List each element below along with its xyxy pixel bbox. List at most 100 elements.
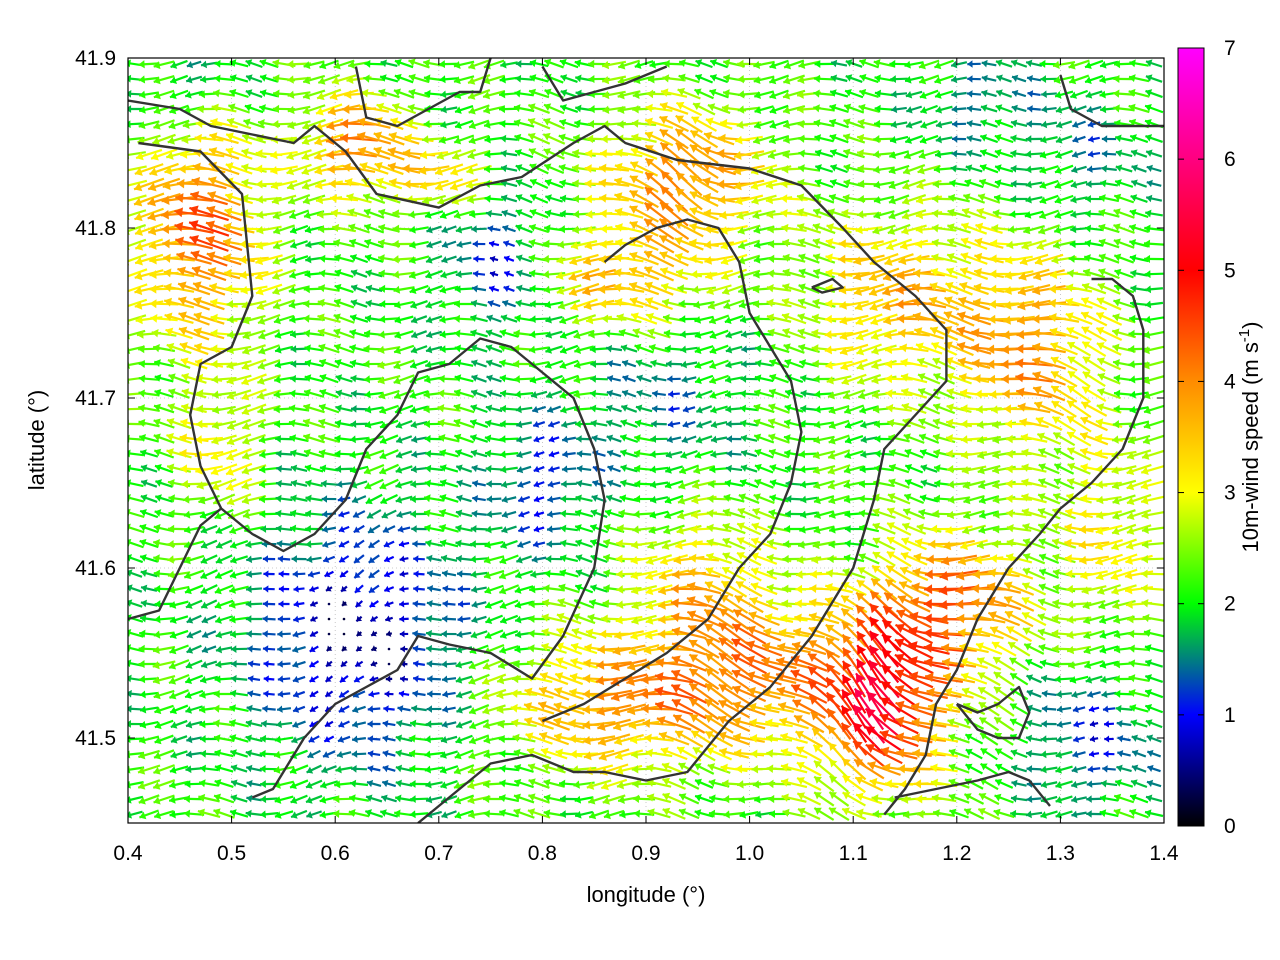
wind-vector bbox=[544, 178, 564, 189]
wind-vector bbox=[485, 209, 503, 218]
wind-vector bbox=[1085, 195, 1103, 203]
wind-vector bbox=[614, 162, 644, 174]
wind-vector bbox=[242, 314, 266, 325]
wind-vector bbox=[975, 222, 1003, 235]
wind-vector bbox=[515, 209, 533, 219]
wind-vector bbox=[134, 269, 164, 281]
wind-vector bbox=[350, 269, 368, 278]
wind-vector bbox=[1145, 149, 1163, 158]
wind-vector bbox=[214, 59, 234, 68]
wind-vector bbox=[454, 105, 474, 114]
wind-vector bbox=[152, 133, 176, 146]
wind-vector bbox=[857, 118, 881, 128]
wind-vector bbox=[709, 74, 729, 84]
wind-vector bbox=[797, 313, 821, 324]
wind-vector bbox=[503, 240, 515, 248]
wind-vector bbox=[394, 73, 414, 84]
wind-vector bbox=[419, 179, 449, 191]
wind-vector bbox=[271, 194, 297, 205]
wind-vector bbox=[947, 223, 971, 234]
colorbar-tick-label: 6 bbox=[1224, 148, 1236, 171]
wind-vector bbox=[1101, 164, 1117, 173]
wind-vector bbox=[946, 238, 972, 250]
wind-vector bbox=[380, 59, 398, 68]
wind-vector bbox=[870, 238, 898, 251]
wind-vector bbox=[891, 105, 907, 114]
wind-vector bbox=[1144, 254, 1164, 263]
wind-vector bbox=[135, 148, 163, 161]
wind-vector bbox=[205, 235, 243, 252]
wind-vector bbox=[425, 255, 443, 264]
wind-vector bbox=[1096, 297, 1122, 311]
wind-vector bbox=[967, 75, 981, 83]
wind-vector bbox=[240, 285, 268, 295]
wind-vector bbox=[781, 312, 807, 325]
wind-vector bbox=[766, 298, 792, 308]
wind-vector bbox=[1084, 224, 1104, 233]
wind-vector bbox=[528, 88, 550, 99]
wind-vector bbox=[601, 60, 627, 70]
wind-vector bbox=[1070, 195, 1088, 204]
wind-vector bbox=[814, 60, 834, 69]
wind-vector bbox=[454, 119, 474, 129]
wind-vector bbox=[1018, 268, 1050, 281]
wind-vector bbox=[896, 270, 932, 281]
wind-vector bbox=[333, 59, 355, 70]
wind-vector bbox=[516, 269, 532, 278]
wind-vector bbox=[974, 237, 1004, 249]
wind-vector bbox=[888, 209, 910, 220]
wind-vector bbox=[753, 120, 775, 130]
wind-vector bbox=[453, 210, 475, 220]
wind-vector bbox=[1086, 105, 1102, 114]
wind-vector bbox=[387, 647, 391, 651]
wind-vector bbox=[453, 134, 475, 145]
wind-vector bbox=[644, 186, 674, 212]
wind-vector bbox=[811, 313, 837, 323]
wind-vector bbox=[1021, 239, 1047, 250]
wind-vector bbox=[961, 207, 987, 220]
wind-vector bbox=[874, 104, 894, 113]
wind-vector bbox=[981, 89, 997, 98]
wind-vector bbox=[629, 297, 659, 311]
colorbar-label-main: 10m-wind speed (m s bbox=[1238, 342, 1263, 552]
wind-vector bbox=[153, 119, 175, 130]
colorbar-tick-label: 0 bbox=[1224, 815, 1236, 838]
wind-vector bbox=[287, 194, 311, 205]
wind-vector bbox=[169, 74, 189, 84]
wind-vector bbox=[947, 208, 971, 219]
wind-vector bbox=[1129, 59, 1149, 68]
wind-vector bbox=[364, 59, 384, 68]
wind-vector bbox=[839, 300, 869, 310]
wind-vector bbox=[920, 119, 938, 129]
wind-vector bbox=[301, 179, 327, 190]
x-tick-label: 0.7 bbox=[424, 842, 453, 865]
wind-vector bbox=[318, 269, 340, 278]
wind-vector bbox=[1054, 210, 1074, 219]
wind-vector bbox=[858, 103, 880, 113]
wind-vector bbox=[177, 281, 211, 296]
wind-vector bbox=[838, 270, 870, 280]
wind-vector bbox=[544, 300, 564, 309]
wind-vector bbox=[678, 73, 700, 84]
wind-vector bbox=[1010, 134, 1028, 143]
wind-vector bbox=[571, 164, 597, 173]
wind-vector bbox=[951, 105, 967, 113]
wind-vector bbox=[503, 255, 515, 263]
wind-vector bbox=[456, 240, 472, 249]
wind-vector bbox=[1144, 103, 1164, 114]
wind-vector bbox=[874, 89, 894, 98]
wind-vector bbox=[814, 149, 834, 158]
colorbar-label-close: ) bbox=[1238, 322, 1263, 329]
wind-vector bbox=[410, 300, 428, 309]
wind-vector bbox=[391, 102, 417, 115]
wind-vector bbox=[674, 236, 704, 251]
wind-vector bbox=[484, 194, 504, 203]
wind-vector bbox=[1146, 164, 1162, 173]
wind-vector bbox=[869, 297, 899, 311]
wind-vector bbox=[468, 104, 490, 115]
wind-vector bbox=[843, 118, 865, 129]
wind-vector bbox=[1065, 283, 1093, 293]
wind-vector bbox=[675, 268, 703, 278]
wind-vector bbox=[409, 225, 429, 234]
wind-vector bbox=[706, 284, 732, 295]
